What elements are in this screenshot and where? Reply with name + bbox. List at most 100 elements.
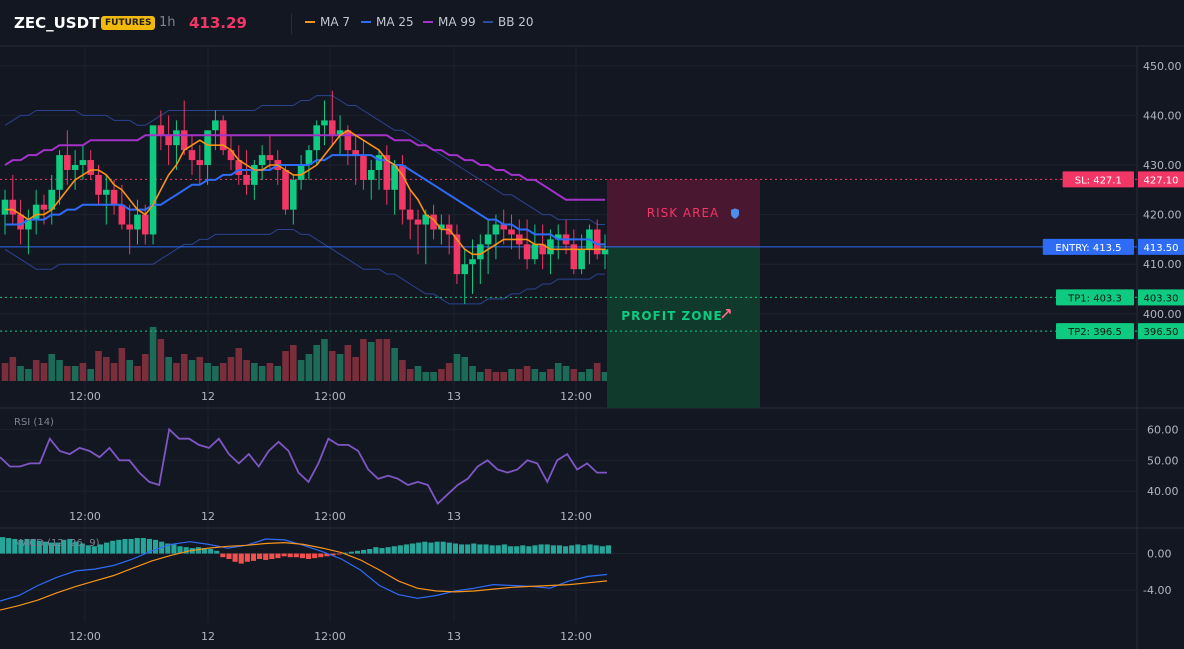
sl-tag-label: SL: 427.1 — [1075, 175, 1122, 186]
legend-ma99-label: MA 99 — [438, 15, 476, 29]
candle-up — [531, 244, 539, 260]
candle-up — [554, 234, 562, 240]
macd-histogram-bar — [452, 543, 458, 554]
candle-down — [17, 214, 24, 230]
candle-down — [141, 214, 149, 235]
time-tick-label: 12:00 — [314, 630, 346, 643]
macd-histogram-bar — [477, 544, 483, 554]
candle-up — [469, 259, 476, 265]
candle-up — [71, 165, 79, 170]
candle-down — [227, 150, 235, 161]
candle-up — [547, 239, 554, 255]
sl-tag-box — [1062, 171, 1134, 188]
macd-histogram-bar — [61, 539, 67, 554]
volume-bar — [64, 366, 71, 381]
timeframe-label[interactable]: 1h — [159, 15, 176, 30]
macd-histogram-bar — [238, 553, 244, 564]
volume-bar — [110, 363, 118, 381]
volume-bar — [399, 360, 406, 381]
candle-down — [64, 155, 71, 170]
candle-down — [570, 244, 578, 270]
volume-bar — [9, 357, 17, 381]
macd-histogram-bar — [140, 538, 146, 554]
volume-bar — [282, 351, 289, 381]
legend-ma99[interactable]: MA 99 — [423, 15, 476, 29]
tp1-tag-label: TP1: 403.3 — [1067, 293, 1122, 304]
sl-price-label: 427.10 — [1144, 175, 1179, 186]
volume-bar — [484, 369, 492, 381]
ma99-line — [4, 134, 605, 201]
macd-histogram-bar — [97, 544, 104, 554]
macd-histogram-bar — [226, 553, 232, 560]
volume-bar — [367, 342, 375, 381]
macd-tick-label: -4.00 — [1143, 584, 1171, 597]
macd-histogram-bar — [128, 538, 134, 554]
macd-histogram-bar — [67, 538, 73, 554]
candle-down — [508, 229, 515, 235]
time-tick-label: 12 — [201, 630, 215, 643]
volume-bar — [492, 372, 500, 381]
candle-down — [453, 234, 461, 275]
macd-histogram-bar — [110, 540, 116, 554]
volume-bar — [523, 366, 531, 381]
volume-bar — [477, 372, 484, 381]
macd-histogram-bar — [410, 543, 416, 554]
bb-lower-line — [4, 229, 605, 305]
macd-tick-label: 0.00 — [1147, 548, 1172, 561]
volume-bar — [414, 366, 422, 381]
time-tick-label: 12:00 — [560, 510, 592, 523]
macd-histogram-bar — [520, 545, 526, 554]
macd-histogram-bar — [330, 553, 336, 556]
macd-histogram-bar — [287, 553, 293, 558]
time-tick-label: 12 — [201, 510, 215, 523]
legend-ma7-label: MA 7 — [320, 15, 351, 29]
candle-down — [352, 150, 359, 156]
tp2-tag-label: TP2: 396.5 — [1067, 327, 1122, 338]
legend-ma25[interactable]: MA 25 — [361, 15, 414, 29]
volume-bar — [430, 372, 437, 381]
candle-down — [328, 120, 336, 136]
candle-down — [180, 130, 188, 151]
volume-bar — [578, 372, 585, 381]
macd-histogram-bar — [556, 545, 563, 554]
price-tick-label: 410.00 — [1143, 258, 1182, 271]
macd-histogram-bar — [459, 544, 465, 554]
macd-histogram-bar — [538, 544, 544, 554]
legend-ma7[interactable]: MA 7 — [305, 15, 350, 29]
candle-up — [204, 130, 211, 166]
volume-bar — [562, 366, 570, 381]
macd-histogram-bar — [250, 553, 257, 561]
volume-bar — [508, 369, 515, 381]
volume-bar — [219, 363, 227, 381]
candle-up — [578, 249, 585, 270]
macd-histogram-bar — [232, 553, 238, 562]
volume-bar — [40, 363, 48, 381]
volume-bar — [204, 363, 211, 381]
macd-histogram-bar — [373, 547, 379, 554]
volume-bar — [25, 369, 32, 381]
volume-bar — [328, 351, 336, 381]
symbol-name[interactable]: ZEC_USDT — [14, 14, 100, 32]
profit-zone-label: PROFIT ZONE — [621, 309, 722, 323]
macd-histogram-bar — [446, 542, 452, 554]
macd-histogram-bar — [379, 548, 385, 554]
macd-histogram-bar — [299, 553, 305, 559]
rocket-icon — [721, 308, 731, 319]
time-tick-label: 12:00 — [314, 510, 346, 523]
legend-bb20[interactable]: BB 20 — [483, 15, 534, 29]
candle-up — [297, 165, 305, 180]
time-tick-label: 13 — [447, 390, 461, 403]
volume-bar — [165, 357, 172, 381]
candle-down — [344, 130, 352, 151]
macd-histogram-bar — [153, 539, 159, 554]
volume-bar — [196, 357, 204, 381]
macd-line — [0, 538, 608, 602]
ma7-line — [5, 129, 605, 256]
volume-bar — [227, 357, 235, 381]
macd-histogram-bar — [6, 538, 12, 554]
candle-up — [149, 125, 157, 235]
candle-down — [243, 174, 250, 185]
volume-bar — [515, 369, 523, 381]
candle-down — [95, 174, 102, 195]
